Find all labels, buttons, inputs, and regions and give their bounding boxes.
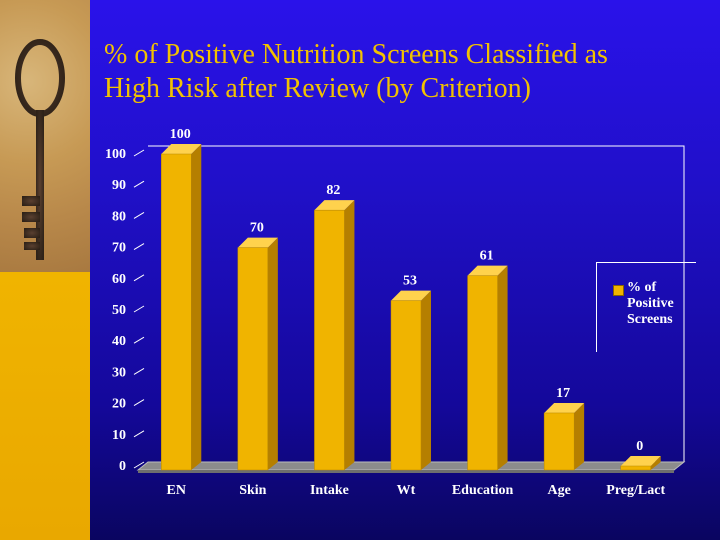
data-label: 61 — [480, 249, 494, 264]
y-tick-label: 10 — [112, 428, 126, 443]
data-label: 17 — [556, 386, 570, 401]
bar-en — [161, 153, 192, 471]
y-tick-mark — [133, 461, 145, 469]
x-category-label: EN — [167, 483, 186, 498]
chart-legend: % of Positive Screens — [596, 262, 696, 352]
chart-back-wall — [148, 145, 685, 462]
title-line-2: High Risk after Review (by Criterion) — [104, 73, 531, 104]
bar-side-wt — [421, 290, 431, 470]
y-tick-label: 80 — [112, 209, 126, 224]
y-tick-label: 60 — [112, 272, 126, 287]
key-icon — [15, 39, 65, 260]
bar-intake — [314, 209, 345, 471]
bar-skin — [237, 247, 269, 471]
x-category-label: Preg/Lact — [606, 483, 665, 498]
bar-education — [467, 275, 498, 471]
y-tick-label: 20 — [112, 397, 126, 412]
bar-wt — [390, 300, 422, 471]
y-tick-label: 50 — [112, 303, 126, 318]
bar-top-preglact — [620, 456, 661, 466]
y-tick-label: 0 — [119, 459, 126, 474]
title-line-1: % of Positive Nutrition Screens Classifi… — [104, 39, 608, 70]
y-tick-mark — [133, 305, 145, 313]
data-label: 82 — [326, 183, 340, 198]
data-label: 100 — [170, 127, 191, 142]
chart-floor-edge — [138, 470, 674, 473]
bar-side-intake — [344, 200, 355, 470]
x-category-label: Skin — [239, 483, 266, 498]
data-label: 53 — [403, 274, 417, 289]
bar-top-age — [544, 402, 585, 413]
slide-title: % of Positive Nutrition Screens Classifi… — [104, 38, 704, 106]
bar-top-skin — [237, 237, 278, 248]
data-label: 70 — [250, 221, 264, 236]
y-tick-label: 30 — [112, 365, 126, 380]
x-category-label: Age — [547, 483, 570, 498]
y-tick-label: 100 — [105, 147, 126, 162]
y-tick-mark — [133, 430, 145, 438]
chart-bars — [161, 144, 661, 471]
bar-top-en — [161, 144, 202, 154]
y-tick-mark — [133, 211, 145, 219]
bar-top-intake — [314, 200, 355, 211]
bar-side-skin — [267, 237, 278, 470]
bar-age — [543, 412, 575, 471]
y-tick-mark — [133, 274, 145, 282]
bar-top-wt — [391, 290, 431, 301]
y-tick-mark — [133, 149, 145, 157]
bar-side-en — [191, 144, 202, 470]
y-tick-label: 70 — [112, 241, 126, 256]
bar-side-age — [574, 402, 585, 470]
x-category-label: Education — [452, 483, 514, 498]
data-label: 0 — [636, 439, 643, 454]
bar-side-preglact — [650, 456, 661, 470]
chart-labels: 0 10 20 30 40 50 60 70 80 90 100 100 EN 70 Skin 82 Intak… — [105, 127, 665, 498]
y-tick-label: 90 — [112, 178, 126, 193]
x-category-label: Intake — [310, 483, 349, 498]
bar-top-education — [467, 265, 508, 276]
y-tick-mark — [133, 399, 145, 407]
y-tick-mark — [133, 367, 145, 375]
y-tick-mark — [133, 180, 145, 188]
x-category-label: Wt — [397, 483, 416, 498]
y-tick-mark — [133, 336, 145, 344]
legend-swatch — [613, 285, 624, 296]
y-tick-label: 40 — [112, 334, 126, 349]
bar-side-education — [497, 265, 508, 470]
y-tick-mark — [133, 243, 145, 251]
antique-key-photo — [0, 0, 90, 272]
bar-preglact — [620, 465, 651, 471]
legend-label: % of Positive Screens — [627, 280, 674, 327]
